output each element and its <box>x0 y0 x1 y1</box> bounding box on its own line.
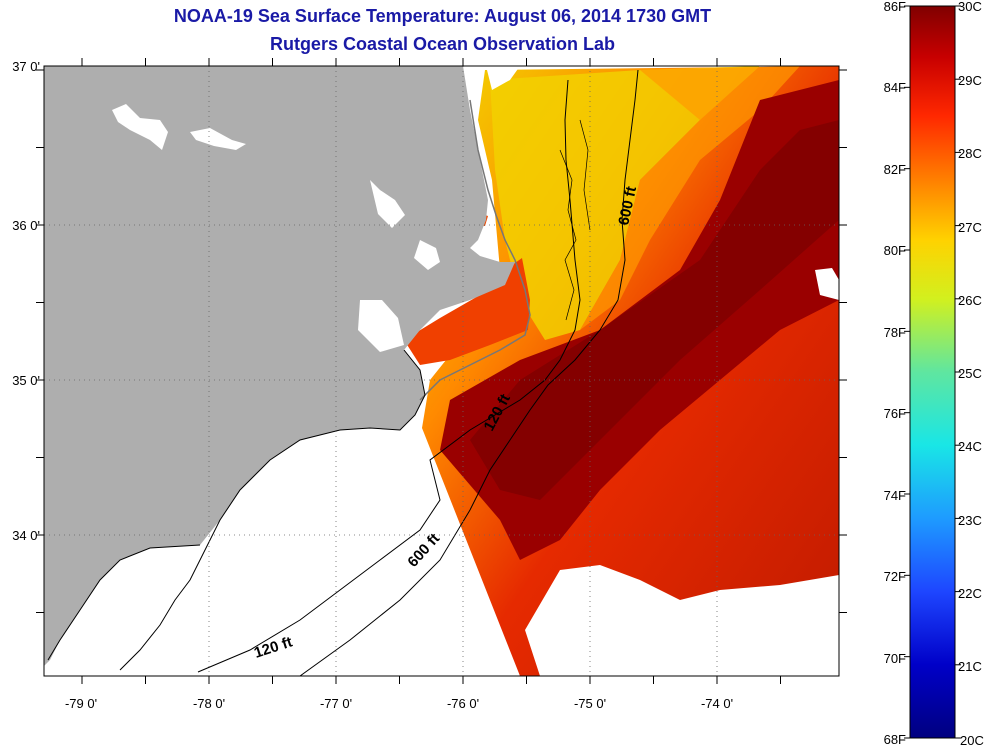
cloud-patch-south <box>525 565 839 676</box>
colorbar-f-72: 72F <box>884 569 906 584</box>
colorbar-f-84: 84F <box>884 80 906 95</box>
colorbar-c-27: 27C <box>958 220 982 235</box>
map-subtitle: Rutgers Coastal Ocean Observation Lab <box>269 34 616 54</box>
colorbar-c-26: 26C <box>958 293 982 308</box>
colorbar-c-23: 23C <box>958 513 982 528</box>
colorbar-f-86: 86F <box>884 0 906 14</box>
colorbar-c-21: 21C <box>958 659 982 674</box>
colorbar-c-25: 25C <box>958 366 982 381</box>
contour-120ft <box>197 79 581 673</box>
lat-label-34: 34 0' <box>12 528 40 543</box>
map-title: NOAA-19 Sea Surface Temperature: August … <box>173 6 712 26</box>
cloud-patch-east <box>815 268 839 300</box>
map-frame <box>43 65 840 677</box>
colorbar-f-68: 68F <box>884 732 906 747</box>
lat-label-37: 37 0' <box>12 59 40 74</box>
lon-label-79: -79 0' <box>65 696 97 711</box>
colorbar-f-78: 78F <box>884 325 906 340</box>
axis-ticks <box>36 58 847 684</box>
colorbar-c-22: 22C <box>958 586 982 601</box>
coastline <box>47 349 426 671</box>
cloud-patch-north <box>486 66 520 90</box>
lon-label-76: -76 0' <box>447 696 479 711</box>
inland-lakes <box>112 104 440 352</box>
lon-label-78: -78 0' <box>193 696 225 711</box>
colorbar-f-74: 74F <box>884 488 906 503</box>
colorbar-c-29: 29C <box>958 73 982 88</box>
outer-banks <box>419 99 531 401</box>
colorbar-c-24: 24C <box>958 439 982 454</box>
colorbar-c-28: 28C <box>958 146 982 161</box>
shelf-edge-detail <box>559 119 591 321</box>
lon-label-75: -75 0' <box>574 696 606 711</box>
colorbar-f-80: 80F <box>884 243 906 258</box>
colorbar-f-76: 76F <box>884 406 906 421</box>
lat-label-36: 36 0' <box>12 218 40 233</box>
graticule <box>44 66 839 676</box>
colorbar-c-30: 30C <box>958 0 982 14</box>
warm-yellow-band <box>490 66 760 340</box>
colorbar-c-20: 20C <box>960 733 984 748</box>
orange-band <box>580 66 800 330</box>
lat-label-35: 35 0' <box>12 373 40 388</box>
colorbar-ticks <box>904 5 961 739</box>
gulf-stream-inner <box>470 120 839 500</box>
colorbar-f-70: 70F <box>884 651 906 666</box>
contour-600ft <box>299 69 639 676</box>
lon-label-74: -74 0' <box>701 696 733 711</box>
map-area <box>44 66 839 676</box>
lon-label-77: -77 0' <box>320 696 352 711</box>
colorbar <box>909 5 956 739</box>
colorbar-f-82: 82F <box>884 162 906 177</box>
